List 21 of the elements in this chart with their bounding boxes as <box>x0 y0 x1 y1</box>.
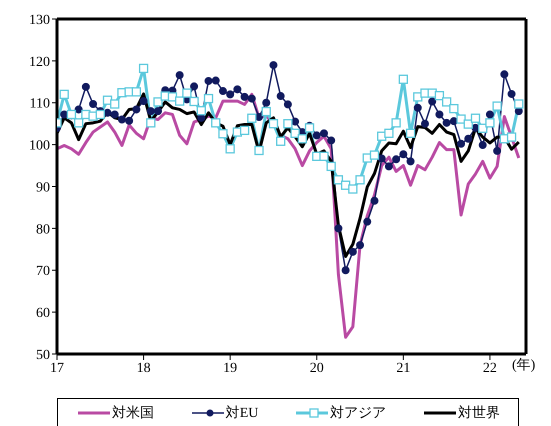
y-tick-label: 100 <box>29 138 50 154</box>
legend-label: 対アジア <box>329 404 386 422</box>
legend-label: 対EU <box>224 404 258 422</box>
y-tick-label: 50 <box>36 348 50 363</box>
y-tick-label: 90 <box>36 180 50 196</box>
x-tick-label: 19 <box>223 360 238 376</box>
x-tick-label: 18 <box>136 360 151 376</box>
y-tick-label: 120 <box>29 54 50 70</box>
legend-label: 対世界 <box>457 404 500 422</box>
legend-label: 対米国 <box>110 404 154 422</box>
y-tick-label: 110 <box>30 96 50 112</box>
x-tick-label: 22 <box>482 360 497 376</box>
x-axis-title: (年) <box>512 356 536 374</box>
x-tick-label: 21 <box>396 360 410 376</box>
y-tick-label: 60 <box>36 306 50 322</box>
line-series <box>57 92 520 339</box>
y-tick-label: 130 <box>29 12 50 28</box>
x-tick-label: 17 <box>50 360 64 376</box>
x-tick-label: 20 <box>310 360 324 376</box>
y-tick-label: 80 <box>36 222 50 238</box>
y-tick-label: 70 <box>36 264 50 280</box>
